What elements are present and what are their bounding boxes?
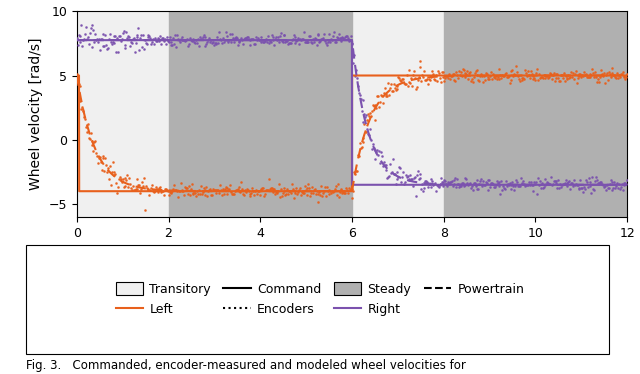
Bar	[352, 11, 444, 217]
FancyBboxPatch shape	[26, 245, 609, 354]
Text: Fig. 3.   Commanded, encoder-measured and modeled wheel velocities for: Fig. 3. Commanded, encoder-measured and …	[26, 359, 465, 372]
Y-axis label: Wheel velocity [rad/s]: Wheel velocity [rad/s]	[29, 38, 43, 190]
Bar	[168, 11, 352, 217]
Bar	[444, 11, 627, 217]
Bar	[77, 11, 168, 217]
X-axis label: Time [sec]: Time [sec]	[316, 245, 388, 259]
Legend: Transitory, Left, Command, Encoders, Steady, Right, Powertrain: Transitory, Left, Command, Encoders, Ste…	[109, 276, 531, 322]
